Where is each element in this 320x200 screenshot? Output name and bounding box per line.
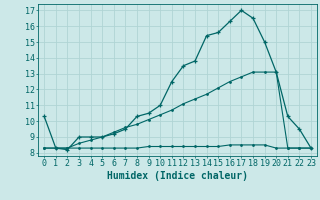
X-axis label: Humidex (Indice chaleur): Humidex (Indice chaleur) xyxy=(107,171,248,181)
